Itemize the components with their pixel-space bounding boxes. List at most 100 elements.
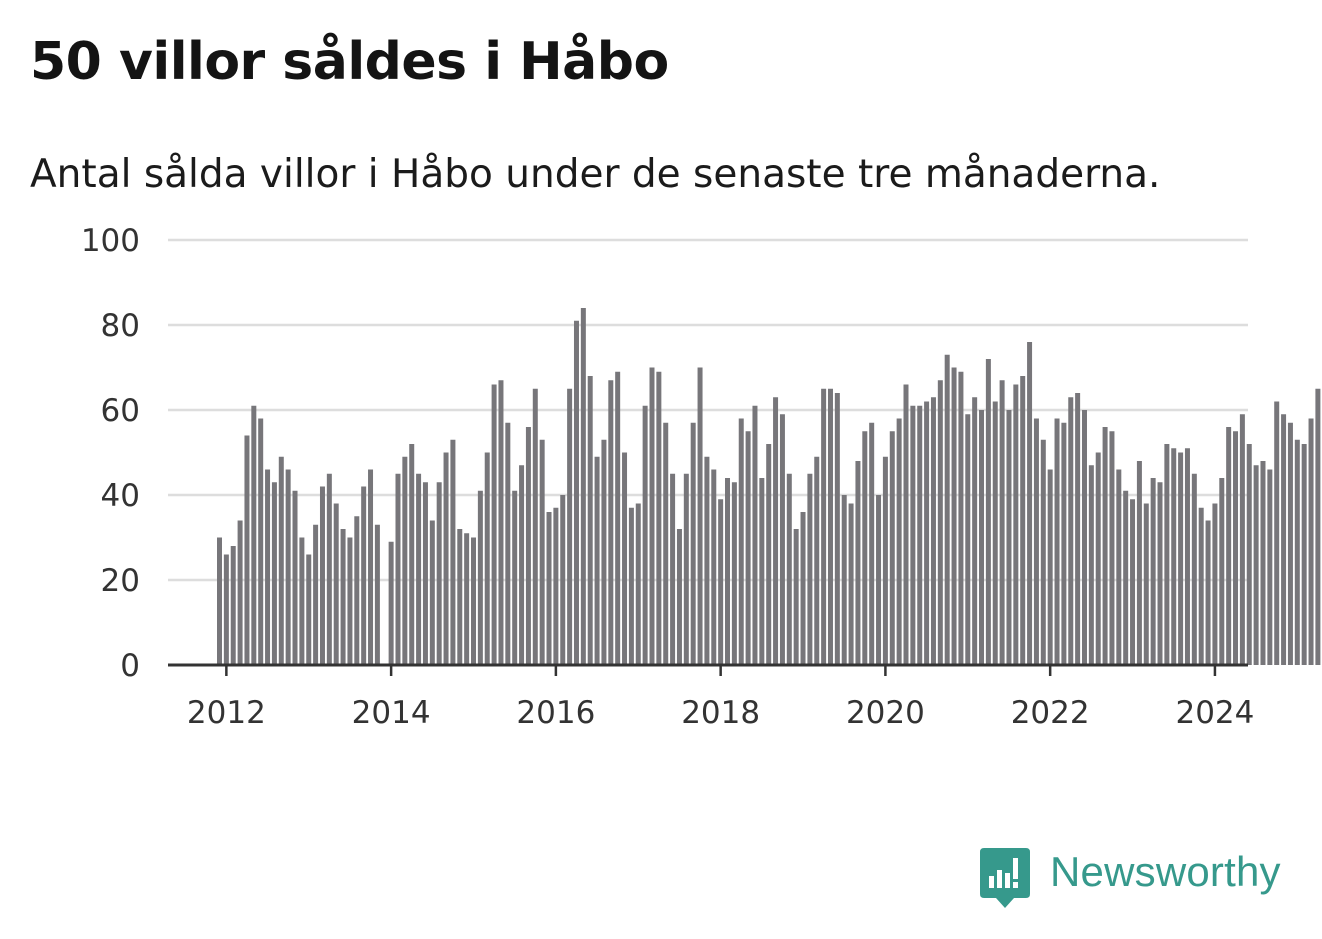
bar [1294, 439, 1300, 665]
bar [422, 482, 428, 665]
bar [725, 478, 731, 665]
bar [361, 486, 367, 665]
bar [519, 465, 525, 665]
bar [1102, 427, 1108, 665]
x-tick-label: 2016 [516, 695, 595, 731]
bar [608, 380, 614, 665]
bar [1109, 431, 1115, 665]
bar [635, 503, 641, 665]
bar [745, 431, 751, 665]
bar [951, 367, 957, 665]
bar [1184, 448, 1190, 665]
bar [1198, 507, 1204, 665]
bar [773, 397, 779, 665]
bar [1267, 469, 1273, 665]
bar [1116, 469, 1122, 665]
bar [319, 486, 325, 665]
bar [402, 456, 408, 665]
bar [1226, 427, 1232, 665]
bar [299, 537, 305, 665]
bar [944, 354, 950, 665]
chart-title: 50 villor såldes i Håbo [30, 32, 669, 92]
bar [903, 384, 909, 665]
bar [862, 431, 868, 665]
bar [457, 529, 463, 665]
bar [395, 473, 401, 665]
bar [896, 418, 902, 665]
bar [347, 537, 353, 665]
y-tick-label: 20 [101, 563, 140, 599]
bar [567, 388, 573, 665]
bar [1020, 376, 1026, 665]
bar [711, 469, 717, 665]
bar [752, 405, 758, 665]
bar [1013, 384, 1019, 665]
bar [1047, 469, 1053, 665]
bar [999, 380, 1005, 665]
bar [670, 473, 676, 665]
chart-subtitle: Antal sålda villor i Håbo under de senas… [30, 152, 1161, 197]
bar [326, 473, 332, 665]
y-axis-ticks: 0 20 40 60 80 100 [81, 223, 140, 684]
bar [491, 384, 497, 665]
bar [450, 439, 456, 665]
bar [1027, 342, 1033, 665]
bar [1191, 473, 1197, 665]
bar [704, 456, 710, 665]
bar [512, 490, 518, 665]
bar [827, 388, 833, 665]
bar [759, 478, 765, 665]
bar [676, 529, 682, 665]
bar [587, 376, 593, 665]
x-tick-label: 2012 [187, 695, 266, 731]
bar [1287, 422, 1293, 665]
bar [416, 473, 422, 665]
bar [1219, 478, 1225, 665]
bar [814, 456, 820, 665]
bar [251, 405, 257, 665]
bar [580, 308, 586, 665]
x-axis-ticks: 20122014201620182020202220242026 [187, 665, 1254, 731]
bar [313, 524, 319, 665]
bar [285, 469, 291, 665]
bar [443, 452, 449, 665]
bar [505, 422, 511, 665]
bar [649, 367, 655, 665]
bar [553, 507, 559, 665]
bar [1150, 478, 1156, 665]
bar [1212, 503, 1218, 665]
bar [368, 469, 374, 665]
bar [882, 456, 888, 665]
bar-chart: 0 20 40 60 80 100 2012 2014 2016 2018 2020 2022 202… [81, 223, 1321, 731]
bar [271, 482, 277, 665]
x-tick-label: 2024 [1175, 695, 1254, 731]
bar [965, 414, 971, 665]
bar [779, 414, 785, 665]
bar [1171, 448, 1177, 665]
bar [876, 495, 882, 665]
bar [1301, 444, 1307, 665]
bar [642, 405, 648, 665]
bar [855, 461, 861, 665]
bar [841, 495, 847, 665]
y-tick-label: 40 [101, 478, 140, 514]
bar [429, 520, 435, 665]
bar [594, 456, 600, 665]
bar [333, 503, 339, 665]
bar [1006, 410, 1012, 665]
bar [917, 405, 923, 665]
bar [223, 554, 229, 665]
bar [1143, 503, 1149, 665]
bar [217, 537, 222, 665]
bar [498, 380, 504, 665]
bar [889, 431, 895, 665]
bar [292, 490, 298, 665]
bar [539, 439, 545, 665]
bar [1260, 461, 1266, 665]
bar [663, 422, 669, 665]
bar [821, 388, 827, 665]
brand-logo: Newsworthy [980, 848, 1281, 912]
bar [1095, 452, 1101, 665]
bar [1157, 482, 1163, 665]
bar [1164, 444, 1170, 665]
